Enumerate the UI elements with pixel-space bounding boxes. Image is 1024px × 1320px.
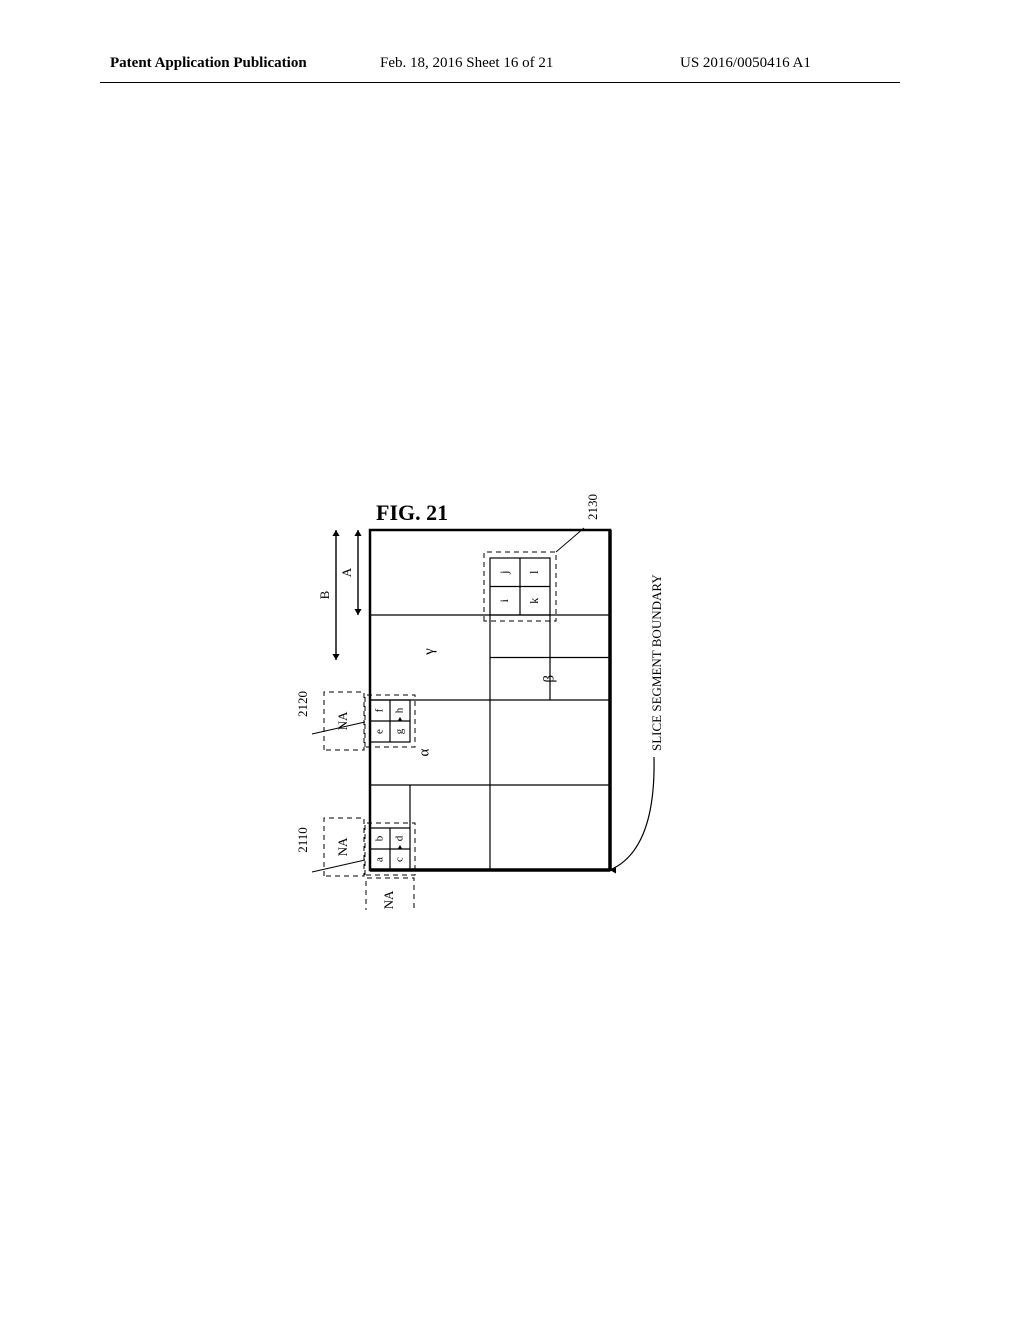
svg-text:NA: NA — [335, 837, 350, 856]
svg-text:k: k — [527, 598, 541, 604]
header-mid-text: Feb. 18, 2016 Sheet 16 of 21 — [380, 55, 553, 72]
svg-text:2110: 2110 — [295, 827, 310, 853]
svg-text:2120: 2120 — [295, 691, 310, 717]
svg-text:b: b — [374, 835, 386, 841]
svg-text:SLICE SEGMENT BOUNDARY: SLICE SEGMENT BOUNDARY — [649, 574, 664, 751]
svg-text:d: d — [394, 835, 406, 841]
svg-text:a: a — [374, 857, 386, 862]
svg-text:c: c — [394, 857, 406, 862]
figure-svg: NANANAabcdefghijklαβγ211021202130ABSLICE… — [240, 490, 760, 910]
figure-diagram: NANANAabcdefghijklαβγ211021202130ABSLICE… — [240, 490, 760, 910]
svg-text:A: A — [339, 567, 354, 577]
svg-text:g: g — [394, 728, 406, 734]
svg-text:l: l — [527, 570, 541, 574]
svg-text:e: e — [374, 729, 386, 734]
svg-text:i: i — [497, 598, 511, 602]
svg-text:2130: 2130 — [585, 494, 600, 520]
svg-text:f: f — [374, 708, 386, 712]
svg-text:h: h — [394, 707, 406, 713]
svg-text:j: j — [497, 571, 511, 575]
svg-text:β: β — [541, 675, 557, 683]
header-right-text: US 2016/0050416 A1 — [680, 55, 811, 72]
svg-text:α: α — [416, 748, 432, 756]
header-left-text: Patent Application Publication — [110, 55, 307, 72]
header-rule — [100, 82, 900, 83]
svg-text:NA: NA — [381, 890, 396, 909]
svg-text:B: B — [317, 590, 332, 599]
svg-text:γ: γ — [421, 648, 437, 656]
